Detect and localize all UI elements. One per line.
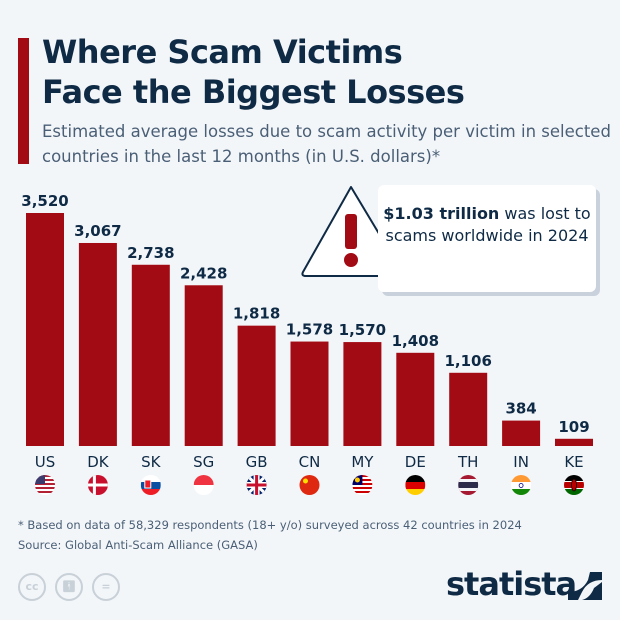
nd-icon[interactable]: = — [92, 573, 120, 601]
page-title: Where Scam Victims Face the Biggest Loss… — [42, 32, 465, 112]
bar-gb — [237, 325, 276, 446]
category-label: SG — [193, 453, 214, 471]
data-label: 109 — [558, 418, 589, 436]
warning-triangle-icon — [301, 186, 404, 277]
cc-icon[interactable]: cc — [18, 573, 46, 601]
category-label: MY — [351, 453, 374, 471]
bar-sg — [184, 285, 223, 446]
title-line-2: Face the Biggest Losses — [42, 73, 465, 111]
cn-flag-icon — [299, 475, 320, 495]
data-label: 2,738 — [127, 244, 174, 262]
category-label: GB — [246, 453, 268, 471]
statista-logo[interactable]: statista — [446, 565, 577, 603]
subtitle: Estimated average losses due to scam act… — [42, 122, 611, 166]
source: Source: Global Anti-Scam Alliance (GASA) — [18, 538, 258, 552]
callout-box: $1.03 trillion was lost to scams worldwi… — [378, 185, 596, 292]
category-label: SK — [141, 453, 162, 471]
data-label: 1,818 — [233, 305, 280, 323]
bar-de — [396, 352, 435, 446]
data-label: 1,408 — [392, 332, 439, 350]
data-label: 1,578 — [286, 321, 333, 339]
data-label: 3,067 — [74, 222, 121, 240]
callout-text: was lost to scams worldwide in 2024 — [385, 204, 591, 245]
data-label: 1,570 — [339, 321, 386, 339]
title-accent-bar — [18, 38, 29, 164]
category-label: TH — [457, 453, 478, 471]
de-flag-icon — [405, 475, 426, 495]
data-label: 384 — [505, 400, 536, 418]
category-label: IN — [513, 453, 529, 471]
data-label: 2,428 — [180, 264, 227, 282]
sk-flag-icon — [140, 475, 161, 495]
bar-cn — [290, 341, 329, 446]
bar-dk — [78, 242, 117, 446]
bar-th — [449, 372, 488, 446]
statista-logo-mark-icon — [568, 572, 602, 600]
us-flag-icon — [35, 475, 55, 495]
bar-ke — [555, 438, 593, 446]
bar-in — [502, 420, 541, 446]
category-label: DK — [87, 453, 110, 471]
my-flag-icon — [352, 475, 373, 495]
category-label: CN — [299, 453, 321, 471]
dk-flag-icon — [87, 475, 108, 495]
th-flag-icon — [458, 475, 479, 495]
sg-flag-icon — [193, 475, 214, 495]
bar-my — [343, 342, 382, 446]
bar-sk — [131, 264, 170, 446]
category-label: DE — [405, 453, 426, 471]
category-label: KE — [564, 453, 583, 471]
notes: * Based on data of 58,329 respondents (1… — [18, 515, 522, 555]
in-flag-icon — [511, 475, 532, 495]
by-icon[interactable]: 🚹︎ — [55, 573, 83, 601]
category-label: US — [35, 453, 56, 471]
callout-highlight: $1.03 trillion — [383, 204, 500, 223]
data-label: 3,520 — [21, 192, 68, 210]
footnote: * Based on data of 58,329 respondents (1… — [18, 518, 522, 532]
ke-flag-icon — [564, 475, 584, 495]
data-label: 1,106 — [444, 352, 491, 370]
gb-flag-icon — [246, 475, 267, 495]
title-line-1: Where Scam Victims — [42, 33, 403, 71]
bar-us — [26, 213, 64, 446]
